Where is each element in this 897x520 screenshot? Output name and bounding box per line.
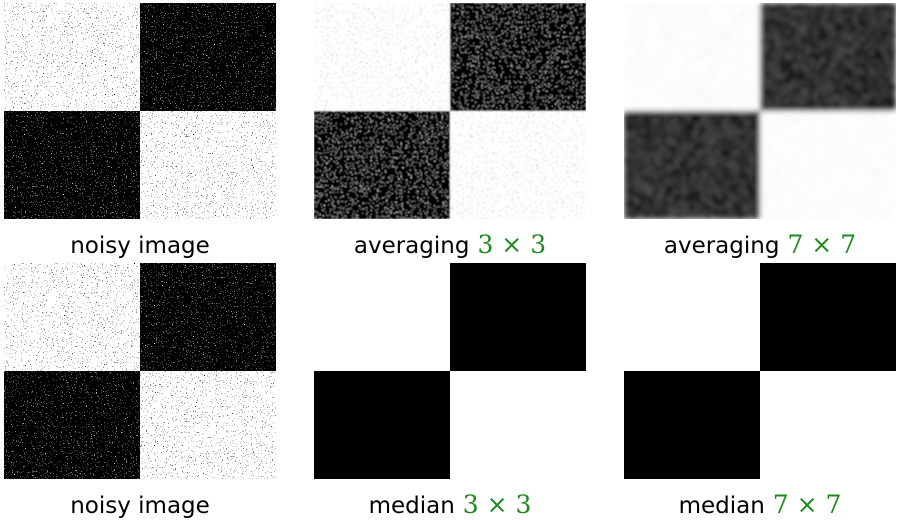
image-panel xyxy=(314,3,586,219)
caption: noisy image xyxy=(70,493,210,519)
image-panel xyxy=(4,263,276,479)
figure: noisy image averaging 3 × 3 averaging 7 × 7 n… xyxy=(0,0,897,520)
white-square xyxy=(624,263,760,371)
salt-noise xyxy=(4,263,276,479)
black-square xyxy=(760,263,896,371)
salt-noise xyxy=(314,3,586,219)
kernel-size: 3 × 3 xyxy=(463,490,532,519)
black-square xyxy=(624,371,760,479)
image-panel xyxy=(624,3,896,219)
caption-text: averaging xyxy=(354,233,470,259)
white-square xyxy=(450,371,586,479)
caption: noisy image xyxy=(70,233,210,259)
salt-noise xyxy=(4,3,276,219)
white-square xyxy=(760,371,896,479)
kernel-size: 7 × 7 xyxy=(787,230,856,259)
caption-text: median xyxy=(679,493,765,519)
image-panel xyxy=(314,263,586,479)
salt-noise xyxy=(624,3,896,219)
kernel-size: 7 × 7 xyxy=(773,490,842,519)
caption-text: noisy image xyxy=(70,493,210,519)
caption-text: averaging xyxy=(664,233,780,259)
image-panel xyxy=(4,3,276,219)
black-square xyxy=(314,371,450,479)
white-square xyxy=(314,263,450,371)
image-panel xyxy=(624,263,896,479)
kernel-size: 3 × 3 xyxy=(477,230,546,259)
caption-text: median xyxy=(369,493,455,519)
caption: median 3 × 3 xyxy=(369,490,532,519)
caption: median 7 × 7 xyxy=(679,490,842,519)
caption: averaging 3 × 3 xyxy=(354,230,546,259)
caption: averaging 7 × 7 xyxy=(664,230,856,259)
black-square xyxy=(450,263,586,371)
caption-text: noisy image xyxy=(70,233,210,259)
